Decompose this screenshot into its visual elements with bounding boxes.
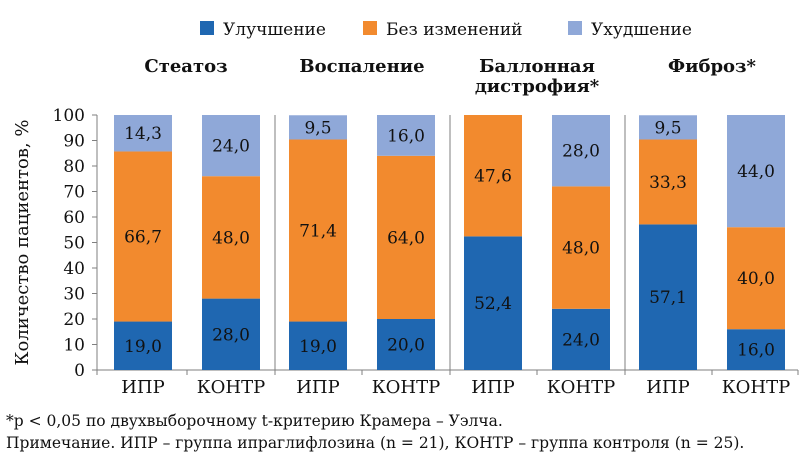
- bar-segment: [377, 115, 435, 156]
- legend: Улучшение Без изменений Ухудшение: [200, 20, 692, 40]
- bar-segment: [552, 308, 610, 370]
- y-tick-label: 50: [63, 234, 85, 254]
- x-tick-label: ИПР: [296, 377, 340, 398]
- data-label: 19,0: [124, 337, 162, 357]
- bar-segment: [202, 298, 260, 370]
- data-label: 28,0: [562, 142, 600, 162]
- data-label: 48,0: [212, 228, 250, 248]
- bar-segment: [202, 176, 260, 299]
- group-title: Фиброз*: [668, 56, 757, 77]
- bar-segment: [552, 186, 610, 309]
- x-tick-label: ИПР: [471, 377, 515, 398]
- data-label: 33,3: [649, 173, 687, 193]
- bar-segment: [727, 227, 785, 330]
- bar-segment: [464, 115, 522, 237]
- y-tick-label: 80: [63, 157, 85, 177]
- legend-label: Ухудшение: [591, 20, 692, 40]
- data-label: 71,4: [299, 222, 337, 242]
- bar-segment: [727, 329, 785, 370]
- data-label: 57,1: [649, 288, 687, 308]
- data-label: 16,0: [737, 341, 775, 361]
- bar-segment: [114, 321, 172, 370]
- y-tick-label: 60: [63, 208, 85, 228]
- y-tick-label: 90: [63, 132, 85, 152]
- legend-swatch: [200, 21, 214, 35]
- y-tick-label: 100: [53, 106, 85, 126]
- legend-swatch: [363, 21, 377, 35]
- y-tick-label: 20: [63, 310, 85, 330]
- bar-segment: [464, 236, 522, 370]
- y-axis-label: Количество пациентов, %: [12, 120, 33, 366]
- bar-segment: [552, 115, 610, 187]
- y-tick-label: 40: [63, 259, 85, 279]
- data-label: 47,6: [474, 167, 512, 187]
- legend-label: Улучшение: [223, 20, 326, 40]
- group-title: Баллонная: [479, 56, 595, 77]
- data-label: 64,0: [387, 228, 425, 248]
- bar-segment: [727, 115, 785, 228]
- bar-segment: [202, 115, 260, 177]
- bar-segment: [289, 139, 347, 322]
- legend-label: Без изменений: [386, 20, 523, 40]
- group-title: дистрофия*: [475, 76, 600, 97]
- y-tick-label: 0: [74, 361, 85, 381]
- data-label: 48,0: [562, 239, 600, 259]
- bar-segment: [639, 224, 697, 370]
- data-label: 44,0: [737, 162, 775, 182]
- bar-segment: [114, 115, 172, 152]
- y-tick-label: 30: [63, 285, 85, 305]
- y-axis-label-group: Количество пациентов, %: [12, 120, 33, 366]
- bar-segment: [114, 151, 172, 322]
- x-tick-label: КОНТР: [722, 377, 791, 398]
- data-labels: 19,0 66,7 14,3 28,0 48,0 24,0 19,0 71,4 9,5 20,0 6…: [124, 118, 775, 360]
- stacked-bar-chart: Улучшение Без изменений Ухудшение Стеатоз В…: [12, 20, 799, 398]
- data-label: 24,0: [212, 137, 250, 157]
- x-tick-labels: ИПР КОНТР ИПР КОНТР ИПР КОНТР ИПР КОНТР: [121, 377, 790, 398]
- y-tick-label: 10: [63, 336, 85, 356]
- data-label: 40,0: [737, 269, 775, 289]
- data-label: 20,0: [387, 336, 425, 356]
- x-tick-label: ИПР: [121, 377, 165, 398]
- x-tick-label: КОНТР: [547, 377, 616, 398]
- data-label: 52,4: [474, 294, 512, 314]
- y-tick-label: 70: [63, 183, 85, 203]
- x-tick-label: КОНТР: [197, 377, 266, 398]
- bar-segment: [289, 115, 347, 140]
- bar-segment: [289, 321, 347, 370]
- axes: 0 10 20 30 40 50 60 70 80 90 100: [53, 106, 799, 381]
- data-label: 9,5: [654, 118, 681, 138]
- bar-segment: [377, 319, 435, 370]
- bar-segment: [377, 155, 435, 319]
- bar-segment: [639, 115, 697, 140]
- significance-footnote: *p < 0,05 по двухвыборочному t-критерию …: [6, 412, 503, 430]
- group-title: Воспаление: [299, 56, 424, 77]
- data-label: 14,3: [124, 124, 162, 144]
- x-tick-label: КОНТР: [372, 377, 441, 398]
- data-label: 28,0: [212, 325, 250, 345]
- data-label: 66,7: [124, 228, 162, 248]
- x-tick-label: ИПР: [646, 377, 690, 398]
- data-label: 19,0: [299, 337, 337, 357]
- legend-swatch: [568, 21, 582, 35]
- abbreviation-note: Примечание. ИПР – группа ипраглифлозина …: [6, 434, 745, 452]
- bars: [114, 115, 785, 370]
- data-label: 16,0: [387, 126, 425, 146]
- data-label: 9,5: [304, 118, 331, 138]
- group-title: Стеатоз: [144, 56, 227, 77]
- bar-segment: [639, 139, 697, 225]
- data-label: 24,0: [562, 330, 600, 350]
